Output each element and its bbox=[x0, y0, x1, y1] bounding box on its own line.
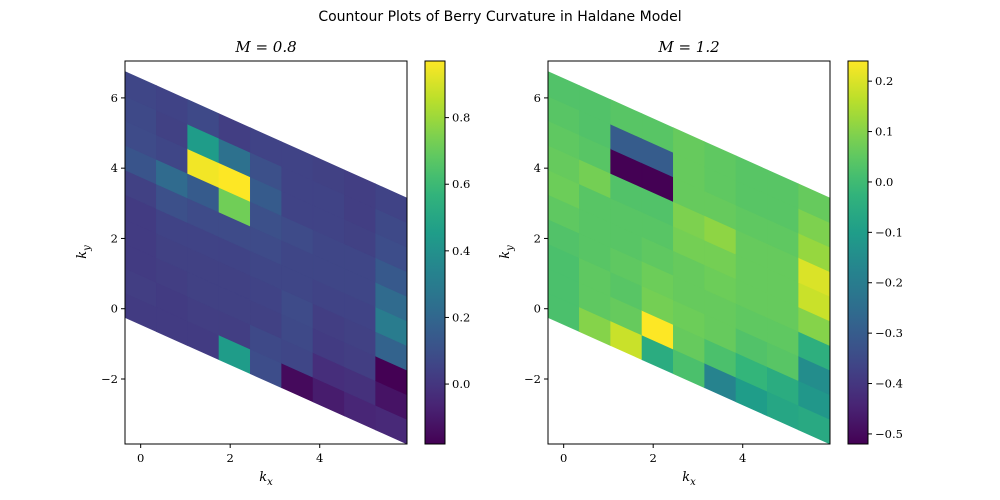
x-tick-label: 0 bbox=[560, 451, 567, 465]
heatmap-cell bbox=[798, 404, 830, 444]
y-tick-label: 0 bbox=[534, 302, 541, 316]
heatmap-cell bbox=[375, 257, 407, 297]
colorbar-tick-label: 0.2 bbox=[875, 74, 893, 88]
colorbar-tick-label: 0.8 bbox=[452, 111, 470, 125]
x-ticks: 0 2 4 bbox=[137, 444, 323, 465]
heatmap-cell bbox=[375, 404, 407, 444]
x-tick-label: 2 bbox=[650, 451, 657, 465]
heatmap-cell bbox=[798, 331, 830, 371]
colorbar-tick-label: 0.1 bbox=[875, 125, 893, 139]
x-axis-label: kx bbox=[259, 470, 273, 488]
figure-suptitle: Countour Plots of Berry Curvature in Hal… bbox=[318, 9, 681, 25]
y-tick-label: 6 bbox=[534, 91, 541, 105]
colorbar: −0.5 −0.4 −0.3 −0.2 −0.1 0.0 0.1 0.2 bbox=[847, 60, 903, 445]
x-tick-label: 4 bbox=[739, 451, 746, 465]
y-axis-label: ky bbox=[75, 245, 93, 259]
y-axis-label: ky bbox=[498, 245, 516, 259]
axes-frame bbox=[124, 60, 408, 445]
colorbar-gradient bbox=[848, 61, 868, 444]
colorbar-tick-label: −0.4 bbox=[875, 377, 903, 391]
y-tick-label: 2 bbox=[534, 231, 541, 245]
y-ticks: −2 0 2 4 6 bbox=[524, 91, 548, 386]
heatmap-cell bbox=[375, 380, 407, 420]
x-tick-label: 0 bbox=[137, 451, 144, 465]
heatmap-cells bbox=[548, 71, 830, 444]
y-ticks: −2 0 2 4 6 bbox=[101, 91, 125, 386]
heatmap-cell bbox=[798, 355, 830, 396]
y-tick-label: 6 bbox=[111, 91, 118, 105]
heatmap-cell bbox=[798, 281, 830, 322]
y-tick-label: 4 bbox=[534, 161, 541, 175]
heatmap-cell bbox=[798, 183, 830, 223]
heatmap-cell bbox=[798, 380, 830, 420]
colorbar-tick-label: 0.0 bbox=[452, 377, 470, 391]
y-tick-label: 2 bbox=[111, 231, 118, 245]
heatmap-cell bbox=[375, 331, 407, 371]
y-tick-label: 4 bbox=[111, 161, 118, 175]
colorbar-tick-label: −0.5 bbox=[875, 427, 903, 441]
x-axis-label: kx bbox=[682, 470, 696, 488]
x-tick-label: 4 bbox=[316, 451, 323, 465]
y-tick-label: −2 bbox=[101, 372, 118, 386]
colorbar: 0.0 0.2 0.4 0.6 0.8 bbox=[424, 60, 470, 445]
heatmap-cells bbox=[125, 71, 407, 444]
x-ticks: 0 2 4 bbox=[560, 444, 746, 465]
colorbar-tick-label: 0.0 bbox=[875, 175, 893, 189]
colorbar-tick-label: −0.2 bbox=[875, 276, 903, 290]
colorbar-tick-label: 0.4 bbox=[452, 244, 470, 258]
heatmap-cell bbox=[375, 232, 407, 273]
axes-title: M = 0.8 bbox=[234, 38, 296, 56]
y-tick-label: −2 bbox=[524, 372, 541, 386]
heatmap-cell bbox=[798, 257, 830, 297]
colorbar-tick-label: −0.1 bbox=[875, 225, 903, 239]
heatmap-cell bbox=[375, 208, 407, 248]
heatmap-cell bbox=[798, 208, 830, 248]
heatmap-cell bbox=[375, 355, 407, 396]
heatmap-cell bbox=[798, 232, 830, 273]
colorbar-tick-label: 0.6 bbox=[452, 177, 470, 191]
heatmap-cell bbox=[798, 306, 830, 346]
colorbar-gradient bbox=[425, 61, 445, 444]
axes-title: M = 1.2 bbox=[657, 38, 719, 56]
panel-m08: M = 0.8 0 2 4 −2 0 2 4 6 kx ky 0.0 0.2 0.4 0.6 0.8 bbox=[75, 38, 470, 488]
heatmap-cell bbox=[375, 183, 407, 223]
y-tick-label: 0 bbox=[111, 302, 118, 316]
x-tick-label: 2 bbox=[227, 451, 234, 465]
colorbar-frame bbox=[847, 60, 869, 445]
colorbar-tick-label: 0.2 bbox=[452, 310, 470, 324]
colorbar-tick-label: −0.3 bbox=[875, 326, 903, 340]
heatmap-cell bbox=[375, 306, 407, 346]
axes-frame bbox=[547, 60, 831, 445]
colorbar-frame bbox=[424, 60, 446, 445]
heatmap-cell bbox=[375, 281, 407, 322]
